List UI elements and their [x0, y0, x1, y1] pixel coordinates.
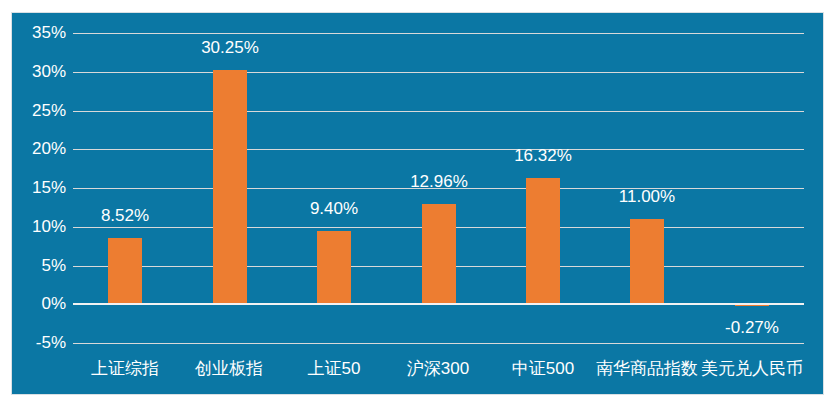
gridline	[73, 149, 804, 150]
bar-value-label: 11.00%	[592, 187, 702, 207]
x-category-label: 创业板指	[177, 358, 281, 380]
bar	[422, 204, 456, 304]
bar-value-label: 16.32%	[488, 146, 598, 166]
y-tick-label: -5%	[18, 333, 66, 353]
y-tick-label: 5%	[18, 256, 66, 276]
y-tick-label: 25%	[18, 101, 66, 121]
x-category-label: 上证50	[282, 358, 386, 380]
bar	[526, 178, 560, 304]
x-category-label: 南华商品指数	[595, 358, 699, 380]
bar-value-label: 8.52%	[70, 206, 180, 226]
bar-value-label: 9.40%	[279, 199, 389, 219]
bar	[317, 231, 351, 304]
bar	[630, 219, 664, 304]
y-tick-label: 20%	[18, 139, 66, 159]
bar-value-label: 12.96%	[384, 172, 494, 192]
gridline	[73, 33, 804, 34]
x-category-label: 美元兑人民币	[700, 358, 804, 380]
y-tick-label: 15%	[18, 178, 66, 198]
y-tick-label: 0%	[18, 294, 66, 314]
x-category-label: 沪深300	[386, 358, 490, 380]
x-category-label: 中证500	[491, 358, 595, 380]
chart-panel: 35% 30% 25% 20% 15% 10% 5% 0% -5% 8.52% 30.25% 9.4…	[11, 12, 824, 395]
y-tick-label: 30%	[18, 62, 66, 82]
y-tick-label: 10%	[18, 217, 66, 237]
bar-value-label: 30.25%	[175, 38, 285, 58]
chart-canvas: 35% 30% 25% 20% 15% 10% 5% 0% -5% 8.52% 30.25% 9.4…	[0, 0, 831, 405]
bar	[213, 70, 247, 304]
gridline	[73, 111, 804, 112]
x-category-label: 上证综指	[73, 358, 177, 380]
zero-axis-line	[73, 303, 804, 305]
gridline	[73, 72, 804, 73]
y-tick-label: 35%	[18, 23, 66, 43]
bar	[108, 238, 142, 304]
gridline	[73, 343, 804, 344]
bar-value-label: -0.27%	[697, 318, 807, 338]
